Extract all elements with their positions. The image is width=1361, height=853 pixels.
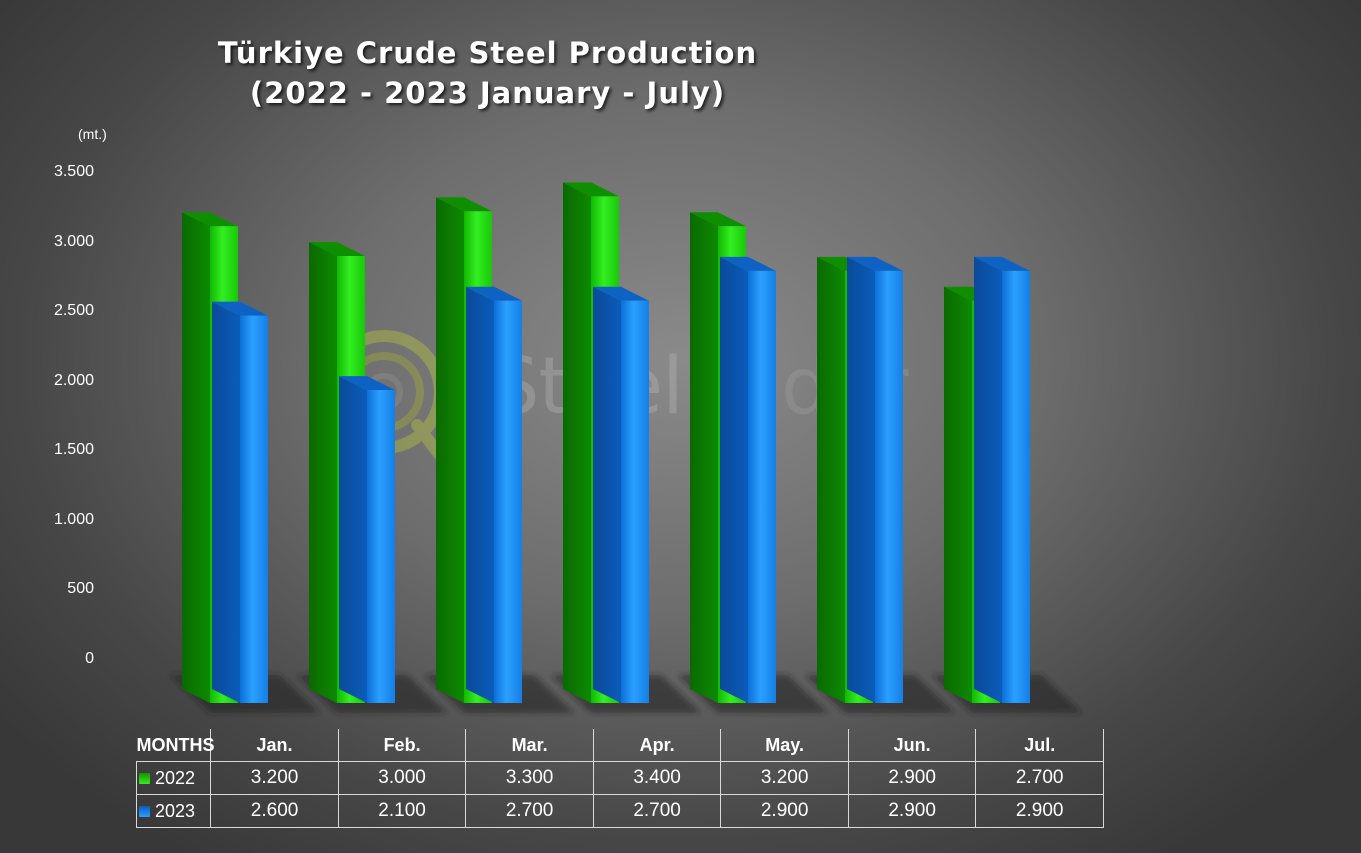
table-cell: 3.200: [720, 761, 849, 795]
table-month-jun: Jun.: [847, 729, 977, 762]
bar-2023-jun: [847, 256, 903, 703]
table-cell: 2.700: [592, 794, 722, 828]
y-tick-label: 0: [85, 650, 94, 667]
chart-title-line-1: Türkiye Crude Steel Production: [217, 36, 758, 70]
table-cell: 2.600: [210, 794, 339, 828]
y-tick-label: 3.500: [53, 163, 94, 180]
data-table: MONTHS Jan. Feb. Mar. Apr. May. Jun. Jul…: [135, 729, 1104, 828]
y-tick-label: 500: [67, 580, 94, 598]
bar-2023-may: [720, 256, 776, 703]
bar-2023-jul: [974, 256, 1030, 703]
y-tick-label: 3.000: [53, 232, 94, 250]
y-axis-unit-label: (mt.): [78, 126, 107, 142]
legend-key-2023: [139, 806, 150, 818]
bar-2023-feb: [339, 376, 395, 703]
y-tick-label: 1.000: [53, 510, 94, 528]
legend-key-2022: [139, 773, 150, 785]
table-header-row: MONTHS Jan. Feb. Mar. Apr. May. Jun. Jul…: [136, 729, 1104, 762]
table-month-apr: Apr.: [592, 729, 722, 762]
legend-entry-2022: 2022: [135, 761, 212, 795]
bar-2023-mar: [466, 286, 522, 703]
bar-2023-jan: [212, 301, 268, 703]
table-month-jul: Jul.: [975, 729, 1104, 762]
table-row-2022: 2022 3.200 3.000 3.300 3.400 3.200 2.900…: [135, 761, 1104, 795]
table-cell: 2.100: [337, 794, 467, 828]
table-cell: 2.700: [975, 761, 1104, 795]
table-cell: 3.000: [337, 761, 467, 795]
table-month-mar: Mar.: [465, 729, 594, 762]
table-month-may: May.: [720, 729, 849, 762]
table-cell: 3.400: [592, 761, 722, 795]
table-cell: 2.900: [720, 794, 849, 828]
chart-title-line-2: (2022 - 2023 January - July): [249, 76, 726, 110]
table-cell: 2.700: [465, 794, 594, 828]
table-cell: 3.200: [210, 761, 339, 795]
table-cell: 2.900: [975, 794, 1104, 828]
y-tick-label: 2.500: [53, 302, 94, 320]
table-month-feb: Feb.: [337, 729, 467, 762]
table-cell: 2.900: [847, 761, 977, 795]
bar-2023-apr: [593, 286, 649, 703]
table-cell: 3.300: [465, 761, 594, 795]
table-cell: 2.900: [847, 794, 977, 828]
table-month-jan: Jan.: [210, 729, 339, 762]
y-tick-label: 2.000: [53, 371, 94, 389]
table-row-2023: 2023 2.600 2.100 2.700 2.700 2.900 2.900…: [135, 794, 1104, 828]
table-corner-label: MONTHS: [136, 729, 215, 762]
legend-entry-2023: 2023: [135, 794, 212, 828]
y-tick-label: 1.500: [53, 441, 94, 459]
